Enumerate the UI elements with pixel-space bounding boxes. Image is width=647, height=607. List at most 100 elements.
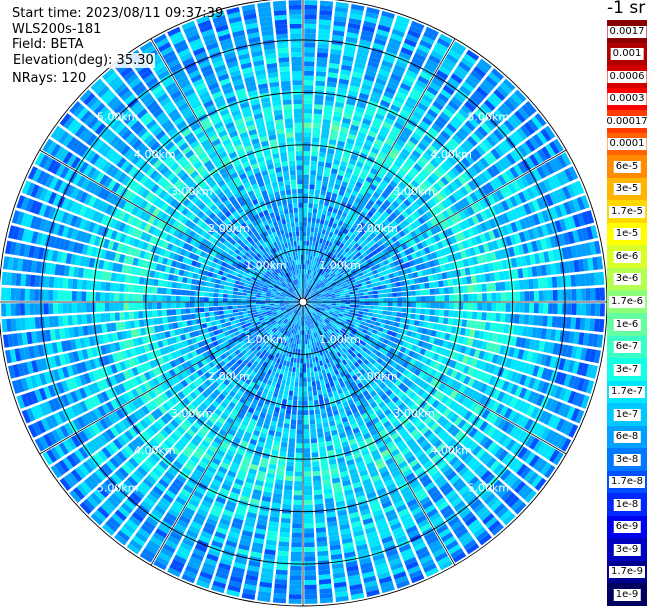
range-gate-cell (349, 178, 357, 186)
range-gate-cell (536, 131, 548, 145)
range-gate-cell (340, 304, 346, 307)
range-gate-cell (503, 270, 510, 280)
range-gate-cell (289, 589, 302, 595)
range-gate-cell (473, 90, 486, 102)
range-gate-cell (366, 228, 373, 235)
range-gate-cell (538, 181, 549, 194)
range-gate-cell (318, 578, 332, 585)
range-gate-cell (425, 295, 431, 302)
range-gate-cell (307, 259, 310, 265)
range-gate-cell (543, 251, 550, 263)
range-gate-cell (501, 139, 513, 152)
range-gate-cell (322, 239, 327, 245)
range-gate-cell (456, 319, 463, 327)
range-gate-cell (291, 371, 296, 377)
range-gate-cell (408, 92, 420, 102)
range-gate-cell (584, 348, 592, 362)
range-gate-cell (410, 114, 421, 124)
range-gate-cell (303, 108, 313, 114)
range-gate-cell (356, 232, 363, 239)
range-gate-cell (383, 274, 390, 280)
range-gate-cell (303, 485, 312, 491)
range-gate-cell (549, 236, 557, 248)
range-gate-cell (303, 471, 312, 477)
range-gate-cell (339, 278, 345, 283)
range-gate-cell (467, 73, 481, 85)
range-gate-cell (304, 565, 316, 571)
range-gate-cell (424, 90, 436, 100)
range-gate-cell (413, 52, 427, 62)
range-gate-cell (482, 351, 490, 361)
range-gate-cell (317, 279, 321, 284)
range-gate-cell (417, 172, 426, 182)
range-gate-cell (347, 283, 353, 288)
range-gate-cell (312, 208, 318, 214)
range-gate-cell (427, 175, 436, 185)
range-gate-cell (347, 183, 355, 190)
range-gate-cell (540, 128, 552, 142)
range-gate-cell (453, 302, 459, 310)
range-gate-cell (304, 278, 306, 284)
range-gate-cell (372, 313, 378, 318)
range-gate-cell (359, 248, 366, 255)
range-gate-cell (535, 239, 543, 251)
range-gate-cell (491, 68, 504, 81)
range-gate-cell (410, 20, 425, 30)
range-gate-cell (372, 87, 384, 95)
range-gate-cell (294, 466, 303, 472)
range-gate-cell (373, 229, 380, 236)
range-gate-cell (354, 165, 362, 173)
range-gate-cell (318, 289, 324, 293)
range-gate-cell (297, 415, 303, 420)
range-gate-cell (475, 224, 484, 234)
range-gate-cell (415, 48, 429, 58)
range-gate-cell (306, 288, 309, 294)
range-gate-cell (334, 154, 342, 161)
range-gate-cell (529, 291, 535, 301)
range-gate-cell (436, 151, 446, 162)
range-gate-cell (450, 270, 457, 278)
range-gate-cell (341, 64, 352, 72)
range-gate-cell (376, 171, 385, 179)
range-gate-cell (357, 156, 366, 164)
range-gate-cell (339, 293, 345, 296)
range-gate-cell (540, 238, 548, 250)
range-gate-cell (366, 104, 377, 113)
range-gate-cell (392, 307, 398, 312)
range-gate-cell (368, 291, 374, 295)
range-gate-cell (429, 208, 438, 217)
range-gate-cell (331, 212, 337, 219)
range-gate-cell (414, 106, 426, 116)
range-gate-cell (384, 226, 391, 234)
range-gate-cell (391, 220, 398, 228)
range-gate-cell (544, 237, 552, 249)
range-gate-cell (304, 292, 306, 298)
range-gate-cell (328, 278, 334, 283)
range-gate-cell (434, 302, 440, 309)
range-gate-cell (474, 110, 486, 121)
range-gate-cell (564, 168, 574, 182)
range-gate-cell (533, 303, 539, 314)
range-gate-cell (287, 399, 293, 406)
range-gate-cell (360, 266, 366, 272)
range-gate-cell (482, 293, 487, 302)
range-gate-cell (433, 234, 441, 242)
range-gate-cell (365, 248, 372, 255)
range-gate-cell (393, 64, 406, 74)
range-gate-cell (524, 338, 532, 349)
range-gate-cell (419, 98, 431, 108)
range-gate-cell (378, 19, 393, 28)
range-gate-cell (531, 327, 538, 338)
range-gate-cell (304, 23, 317, 29)
range-gate-cell (391, 28, 405, 38)
range-gate-cell (528, 136, 540, 150)
range-gate-cell (293, 499, 303, 505)
range-gate-cell (365, 280, 372, 285)
range-gate-cell (519, 303, 525, 313)
range-gate-cell (396, 15, 410, 25)
range-gate-cell (388, 151, 398, 160)
range-gate-cell (388, 325, 394, 331)
range-gate-cell (495, 189, 505, 201)
range-gate-cell (420, 296, 426, 302)
range-gate-cell (350, 174, 359, 182)
